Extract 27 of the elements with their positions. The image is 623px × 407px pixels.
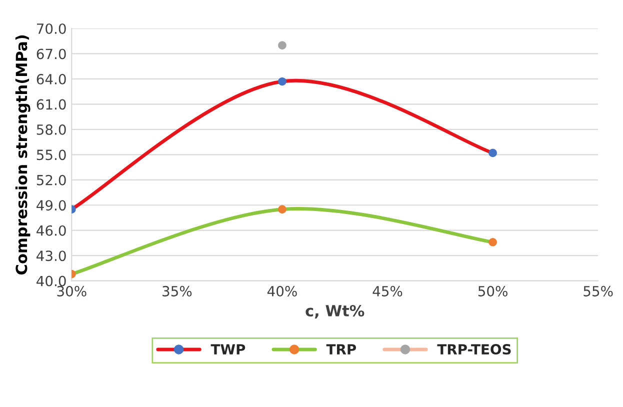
legend-label: TRP — [326, 344, 356, 354]
point — [278, 205, 286, 214]
y-tick-label: 55.0 — [36, 150, 66, 160]
y-tick-label: 70.0 — [37, 23, 66, 34]
x-tick-label: 30% — [57, 286, 86, 296]
y-tick-label: 67.0 — [36, 48, 66, 60]
legend-label: TRP-TEOS — [437, 344, 511, 355]
y-tick-label: 61.0 — [36, 99, 66, 110]
y-tick-label: 46.0 — [36, 225, 66, 236]
x-tick-label: 45% — [372, 286, 402, 296]
y-tick-label: 43.0 — [36, 250, 66, 262]
y-tick-label: 58.0 — [36, 124, 66, 135]
x-tick-label: 35% — [162, 286, 192, 296]
x-tick-label: 40% — [267, 286, 297, 296]
y-tick-label: 49.0 — [36, 200, 66, 211]
legend-label: TWP — [210, 344, 246, 354]
y-axis-title: Compression strength(MPa) — [15, 35, 30, 274]
point — [278, 41, 286, 50]
point — [278, 77, 286, 86]
x-axis-title: c, Wt% — [306, 304, 364, 318]
y-tick-label: 64.0 — [36, 74, 66, 84]
point — [488, 238, 497, 246]
point — [488, 148, 497, 158]
y-tick-label: 52.0 — [36, 174, 66, 186]
x-tick-label: 50% — [478, 286, 508, 296]
y-tick-label: 40.0 — [36, 276, 66, 286]
x-tick-label: 55% — [584, 286, 613, 296]
